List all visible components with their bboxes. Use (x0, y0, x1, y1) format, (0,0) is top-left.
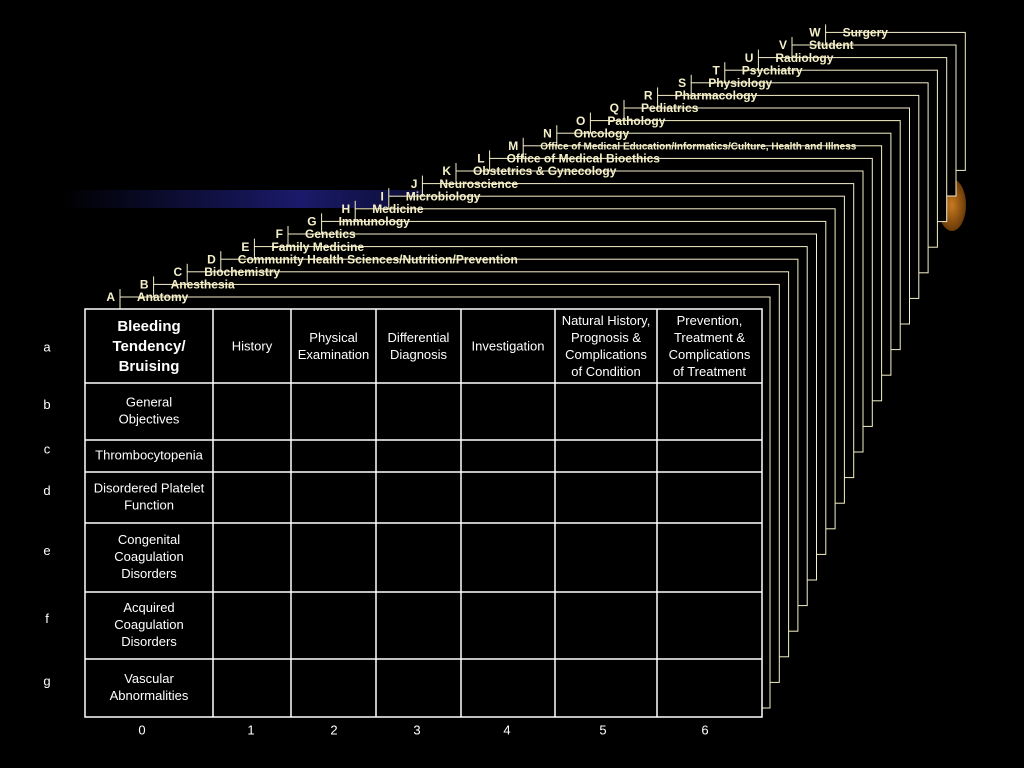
column-header: Prognosis & (571, 330, 641, 345)
layer-name: Neuroscience (439, 177, 518, 191)
row-header: General (126, 394, 172, 409)
row-label: b (43, 397, 50, 412)
layer-letter: H (342, 202, 351, 216)
layer-name: Physiology (708, 76, 772, 90)
layer-letter: J (411, 177, 418, 191)
column-header: Complications (565, 347, 647, 362)
layer-letter: Q (610, 101, 619, 115)
column-label: 1 (247, 722, 254, 737)
layer-letter: I (380, 189, 383, 203)
layer-name: Anesthesia (171, 278, 235, 292)
row-header: Vascular (124, 671, 174, 686)
layer-letter: R (644, 89, 653, 103)
row-header: Disorders (121, 634, 177, 649)
layer-name: Pathology (607, 114, 665, 128)
layer-letter: O (576, 114, 585, 128)
row-header: Thrombocytopenia (95, 447, 203, 462)
layer-name: Microbiology (406, 189, 481, 203)
column-header: Diagnosis (390, 347, 448, 362)
row-header: Congenital (118, 532, 180, 547)
row-header: Disorders (121, 566, 177, 581)
layer-name: Pediatrics (641, 101, 699, 115)
layer-letter: G (307, 215, 316, 229)
layer-letter: A (106, 290, 115, 304)
layer-letter: N (543, 126, 552, 140)
layer-name: Biochemistry (204, 265, 280, 279)
column-header: Investigation (472, 338, 545, 353)
layer-name: Radiology (775, 51, 833, 65)
layer-name: Surgery (843, 26, 889, 40)
row-label: f (45, 611, 49, 626)
corner-text: Bleeding (117, 318, 180, 335)
row-label: d (43, 483, 50, 498)
column-label: 5 (599, 722, 606, 737)
column-label: 0 (138, 722, 145, 737)
layer-letter: U (745, 51, 754, 65)
column-header: Treatment & (674, 330, 745, 345)
column-header: Differential (388, 330, 450, 345)
layer-letter: V (779, 38, 787, 52)
row-header: Coagulation (114, 617, 183, 632)
table-bg (84, 308, 763, 718)
layer-letter: K (442, 164, 451, 178)
row-label: a (43, 339, 51, 354)
layer-letter: B (140, 278, 149, 292)
layer-name: Medicine (372, 202, 424, 216)
layer-letter: M (508, 139, 518, 153)
layer-name: Immunology (339, 215, 411, 229)
column-header: Natural History, (562, 313, 651, 328)
layer-name: Obstetrics & Gynecology (473, 164, 617, 178)
layer-name: Office of Medical Bioethics (507, 152, 661, 166)
row-header: Function (124, 497, 174, 512)
column-header: of Condition (571, 364, 640, 379)
column-header: Prevention, (677, 313, 743, 328)
column-label: 4 (503, 722, 510, 737)
row-header: Disordered Platelet (94, 480, 205, 495)
column-label: 6 (701, 722, 708, 737)
layer-letter: L (477, 152, 484, 166)
layer-name: Genetics (305, 227, 356, 241)
layer-name: Oncology (574, 126, 630, 140)
row-header: Objectives (119, 411, 180, 426)
layer-name: Office of Medical Education/Informatics/… (540, 141, 857, 152)
column-label: 3 (413, 722, 420, 737)
column-header: History (232, 338, 273, 353)
layer-name: Pharmacology (675, 89, 758, 103)
layer-letter: F (276, 227, 283, 241)
row-label: g (43, 673, 50, 688)
row-header: Abnormalities (110, 688, 189, 703)
layer-letter: W (809, 26, 821, 40)
row-header: Acquired (123, 600, 174, 615)
layer-letter: C (174, 265, 183, 279)
layer-letter: S (678, 76, 686, 90)
layer-name: Community Health Sciences/Nutrition/Prev… (238, 252, 518, 266)
row-label: e (43, 543, 50, 558)
column-label: 2 (330, 722, 337, 737)
layer-letter: D (207, 252, 216, 266)
column-header: Complications (669, 347, 751, 362)
layer-letter: T (712, 63, 720, 77)
corner-text: Tendency/ (112, 338, 186, 355)
layer-letter: E (241, 240, 249, 254)
layer-name: Student (809, 38, 854, 52)
layer-name: Psychiatry (742, 63, 803, 77)
row-label: c (44, 441, 51, 456)
row-header: Coagulation (114, 549, 183, 564)
column-header: Physical (309, 330, 358, 345)
corner-text: Bruising (119, 358, 180, 375)
column-header: of Treatment (673, 364, 746, 379)
layer-name: Anatomy (137, 290, 189, 304)
column-header: Examination (298, 347, 370, 362)
layer-name: Family Medicine (271, 240, 364, 254)
